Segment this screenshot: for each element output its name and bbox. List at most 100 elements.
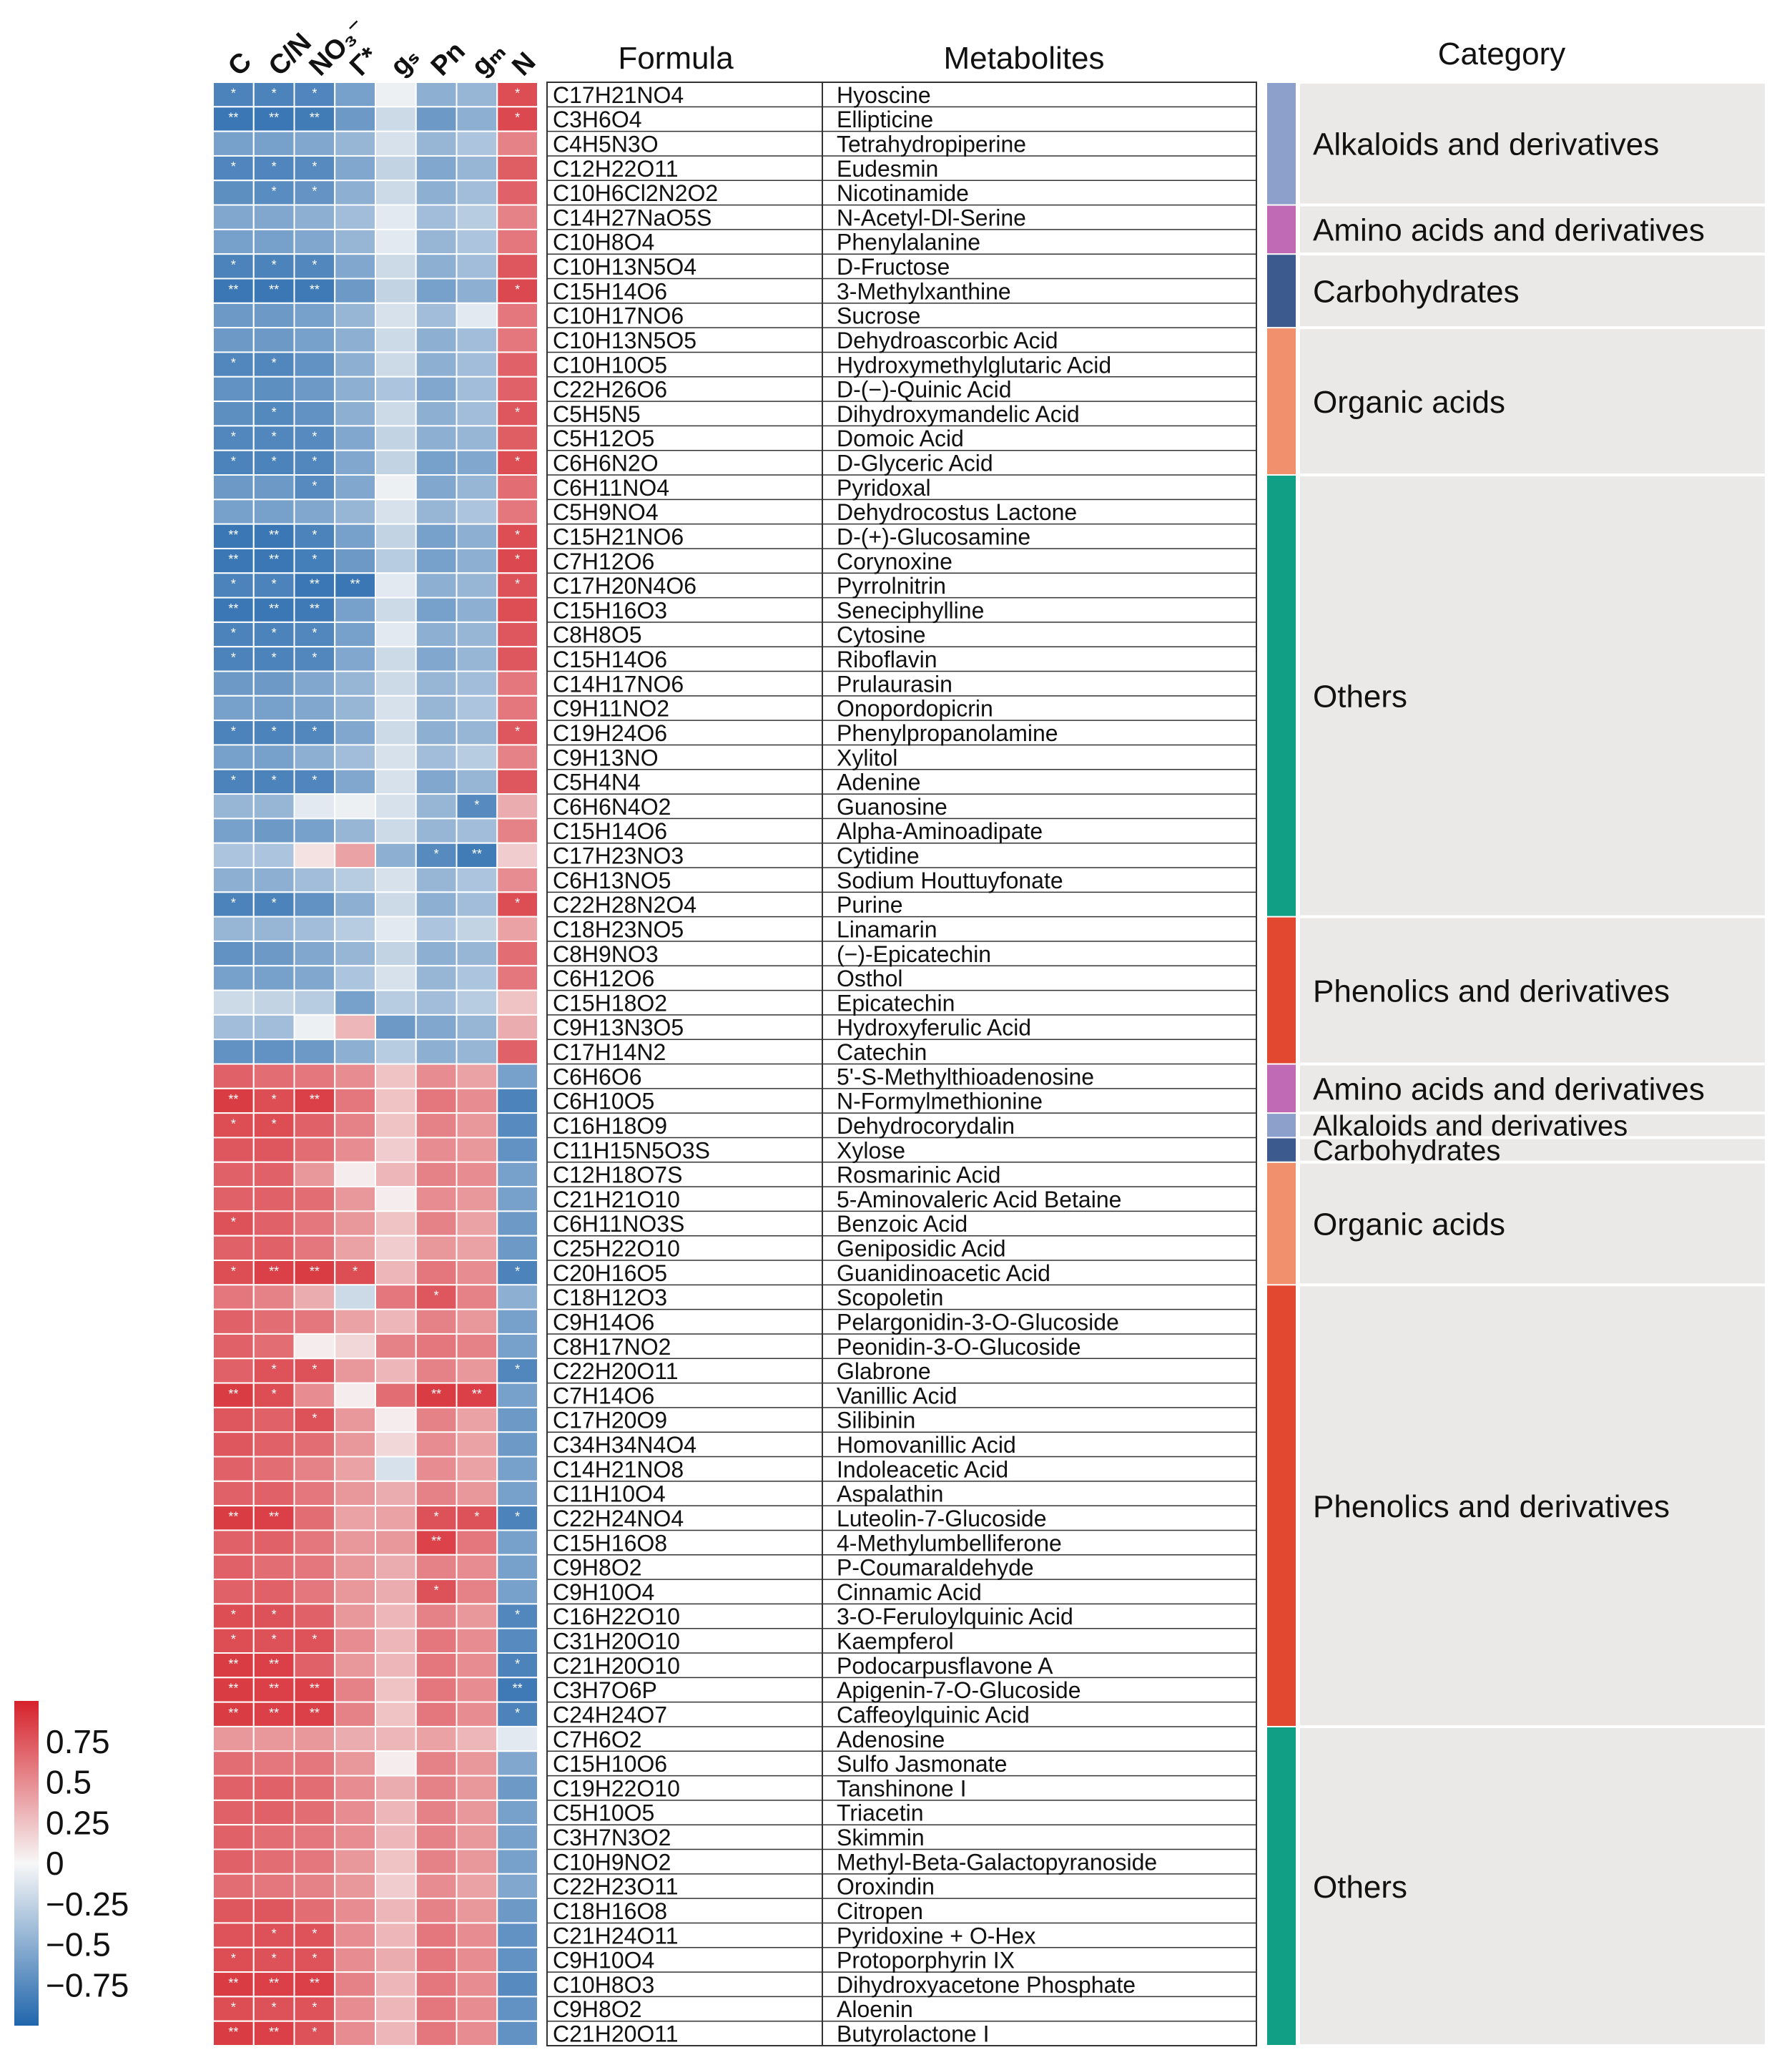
significance-mark: *	[272, 1092, 277, 1107]
heat-cell	[293, 449, 336, 476]
metabolite-cell: Methyl-Beta-Galactopyranoside	[837, 1849, 1157, 1875]
heat-cell	[456, 1431, 498, 1458]
heat-cell	[334, 1358, 376, 1384]
heat-cell	[212, 1308, 255, 1335]
metabolite-cell: 5-Aminovaleric Acid Betaine	[837, 1187, 1121, 1212]
heat-cell	[212, 1358, 255, 1384]
heat-cell	[252, 130, 295, 157]
heat-cell	[456, 253, 498, 280]
column-label-6: gₘ	[466, 36, 512, 82]
heat-cell	[293, 940, 336, 967]
heat-cell	[456, 1333, 498, 1360]
heat-cell	[375, 523, 417, 549]
heat-cell	[334, 1701, 376, 1727]
heat-cell	[252, 1112, 295, 1139]
heat-cell	[334, 916, 376, 942]
formula-cell: C5H5N5	[553, 401, 641, 427]
heat-cell	[496, 425, 538, 451]
metabolite-cell: Tetrahydropiperine	[837, 131, 1026, 157]
metabolite-cell: Corynoxine	[837, 549, 952, 574]
significance-mark: **	[228, 528, 238, 542]
formula-cell: C6H6N4O2	[553, 794, 671, 820]
significance-mark: *	[312, 1632, 317, 1647]
significance-mark: *	[272, 724, 277, 738]
heat-cell	[334, 1603, 376, 1629]
metabolite-cell: 5'-S-Methylthioadenosine	[837, 1064, 1094, 1089]
heat-cell	[252, 2020, 295, 2046]
heat-cell	[496, 940, 538, 967]
significance-mark: *	[231, 430, 236, 444]
formula-cell: C8H17NO2	[553, 1334, 671, 1360]
heat-cell	[375, 744, 417, 770]
heat-cell	[415, 1677, 458, 1703]
heat-cell	[415, 302, 458, 329]
heat-cell	[252, 1014, 295, 1041]
heat-cell	[375, 842, 417, 868]
heat-cell	[293, 1112, 336, 1139]
heat-cell	[456, 425, 498, 451]
category-label: Phenolics and derivatives	[1313, 1489, 1670, 1524]
significance-mark: *	[312, 528, 317, 542]
heat-cell	[456, 499, 498, 525]
heat-cell	[415, 1186, 458, 1212]
heat-cell	[293, 154, 336, 182]
formula-cell: C9H14O6	[553, 1309, 654, 1335]
category-label: Phenolics and derivatives	[1313, 973, 1670, 1009]
heat-cell	[496, 720, 538, 746]
metabolite-cell: Alpha-Aminoadipate	[837, 818, 1043, 844]
heat-cell	[212, 1063, 255, 1089]
heat-cell	[293, 1652, 336, 1679]
heat-cell	[293, 1137, 336, 1163]
heat-cell	[252, 1456, 295, 1482]
heat-cell	[293, 670, 336, 697]
heat-cell	[415, 1014, 458, 1041]
significance-mark: *	[434, 1289, 439, 1303]
heat-cell	[496, 376, 538, 403]
significance-mark: **	[310, 1092, 320, 1107]
heat-cell	[415, 891, 458, 918]
metabolite-cell: Glabrone	[837, 1358, 931, 1384]
heat-cell	[456, 1701, 498, 1727]
metabolite-cell: Oroxindin	[837, 1874, 935, 1900]
significance-mark: *	[515, 405, 520, 419]
significance-mark: **	[228, 1387, 238, 1401]
heat-cell	[456, 1677, 498, 1703]
heat-cell	[415, 1137, 458, 1163]
heat-cell	[212, 670, 255, 697]
significance-mark: **	[269, 1264, 279, 1278]
heat-cell	[496, 1529, 538, 1556]
heat-cell	[456, 1480, 498, 1507]
significance-mark: *	[312, 257, 317, 272]
heat-cell	[252, 278, 295, 304]
heat-cell	[252, 670, 295, 697]
formula-cell: C9H10O4	[553, 1579, 654, 1605]
metabolite-cell: Peonidin-3-O-Glucoside	[837, 1334, 1081, 1360]
heat-cell	[293, 1554, 336, 1581]
heat-cell	[293, 1725, 336, 1752]
heat-cell	[375, 1406, 417, 1433]
heat-cell	[375, 1186, 417, 1212]
category-label: Organic acids	[1313, 1207, 1505, 1242]
heat-cell	[293, 1824, 336, 1850]
heat-cell	[456, 204, 498, 230]
heat-cell	[334, 1824, 376, 1850]
significance-mark: *	[272, 86, 277, 100]
heat-cell	[415, 1260, 458, 1286]
significance-mark: **	[228, 602, 238, 616]
metabolite-cell: Apigenin-7-O-Glucoside	[837, 1677, 1081, 1703]
heat-cell	[252, 1946, 295, 1973]
formula-cell: C15H21NO6	[553, 524, 684, 549]
heat-cell	[496, 106, 538, 132]
heat-cell	[334, 449, 376, 476]
formula-cell: C9H13NO	[553, 745, 659, 770]
heat-cell	[496, 1873, 538, 1900]
heat-cell	[375, 1603, 417, 1629]
heat-cell	[252, 1235, 295, 1261]
heat-cell	[375, 597, 417, 623]
heat-cell	[293, 1063, 336, 1089]
significance-mark: *	[515, 1706, 520, 1720]
significance-mark: **	[310, 577, 320, 592]
heat-cell	[334, 1284, 376, 1310]
heat-cell	[293, 1873, 336, 1900]
heat-cell	[456, 818, 498, 844]
